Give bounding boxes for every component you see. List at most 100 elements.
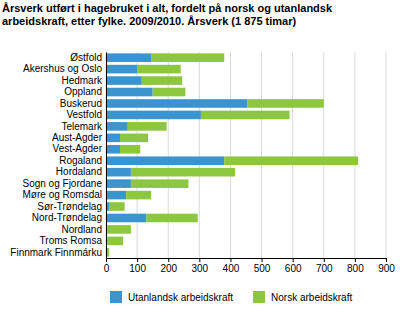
tick: Vestfold [66, 109, 106, 120]
bar [106, 179, 131, 188]
bar [201, 111, 290, 120]
tick: Troms Romsa [40, 235, 106, 246]
grid-line [106, 52, 107, 258]
tick-mark [262, 258, 263, 262]
tick: Akershus og Oslo [23, 63, 106, 74]
bar [131, 179, 189, 188]
bar [224, 156, 358, 165]
legend-swatch [110, 291, 122, 303]
plot: 0 100 200 300 400 500 600 700 800 900 ØstfoldAkers… [10, 52, 395, 274]
bar [126, 191, 151, 200]
bar [109, 202, 125, 211]
tick-mark [137, 258, 138, 262]
y-axis: ØstfoldAkershus og OsloHedmarkOpplandBus… [10, 52, 106, 259]
bar [108, 225, 131, 234]
x-axis: 0 100 200 300 400 500 600 700 800 900 [104, 258, 396, 274]
chart: Årsverk utført i hagebruket i alt, forde… [0, 0, 400, 320]
tick: 600 [285, 258, 302, 274]
legend-swatch [253, 291, 265, 303]
bar [248, 99, 324, 108]
bar [146, 214, 197, 223]
bar [153, 88, 186, 97]
tick: Hordaland [56, 166, 106, 177]
grid-line [261, 52, 262, 258]
bar [106, 76, 142, 85]
tick-mark [106, 258, 107, 262]
tick: Vest-Agder [53, 143, 106, 154]
category-label: Troms Romsa [40, 235, 103, 246]
bar [106, 122, 128, 131]
tick: 300 [191, 258, 208, 274]
grid [106, 52, 386, 258]
tick-label: 400 [223, 263, 240, 274]
tick: Sogn og Fjordane [22, 178, 106, 189]
tick: 400 [223, 258, 240, 274]
tick-label: 700 [316, 263, 333, 274]
tick-label: 800 [347, 263, 364, 274]
grid-line [292, 52, 293, 258]
bar [106, 214, 146, 223]
tick: 0 [104, 258, 110, 274]
category-label: Rogaland [59, 155, 102, 166]
category-label: Oppland [64, 86, 102, 97]
bar [106, 145, 120, 154]
tick: 800 [347, 258, 364, 274]
bar [108, 237, 124, 246]
bar [106, 111, 201, 120]
tick-label: 500 [254, 263, 271, 274]
tick: 500 [254, 258, 271, 274]
tick: 100 [129, 258, 146, 274]
tick: Sør-Trøndelag [37, 201, 106, 212]
bar [106, 191, 126, 200]
tick-label: 100 [129, 263, 146, 274]
tick: Finnmark Finnmárku [10, 247, 106, 258]
tick-mark [324, 258, 325, 262]
tick: Aust-Agder [52, 132, 106, 143]
tick: Buskerud [60, 98, 106, 109]
tick: Telemark [61, 121, 106, 132]
bar [106, 65, 137, 74]
category-label: Østfold [70, 52, 102, 63]
tick-label: 200 [160, 263, 177, 274]
tick: Møre og Romsdal [23, 189, 106, 200]
tick-mark [168, 258, 169, 262]
tick-mark [230, 258, 231, 262]
x-axis-line [107, 259, 387, 263]
tick-label: 300 [191, 263, 208, 274]
category-label: Finnmark Finnmárku [10, 247, 102, 258]
tick: 700 [316, 258, 333, 274]
grid-line [354, 52, 355, 258]
bar [106, 168, 131, 177]
category-label: Vestfold [66, 109, 102, 120]
tick-mark [355, 258, 356, 262]
bars [106, 53, 358, 256]
tick-label: 900 [378, 263, 395, 274]
tick: Oppland [64, 86, 106, 97]
bar [137, 65, 181, 74]
tick-mark [386, 258, 387, 262]
title: Årsverk utført i hagebruket i alt, forde… [2, 2, 333, 27]
tick-label: 0 [104, 263, 110, 274]
legend: Utanlandsk arbeidskraft Norsk arbeidskraf… [110, 291, 352, 303]
bar [120, 134, 148, 143]
legend-label: Utanlandsk arbeidskraft [128, 292, 233, 303]
category-label: Nord-Trøndelag [32, 212, 102, 223]
tick-label: 600 [285, 263, 302, 274]
tick: Østfold [70, 52, 106, 63]
category-label: Nordland [61, 224, 102, 235]
tick: 200 [160, 258, 177, 274]
bar [106, 88, 153, 97]
tick-mark [293, 258, 294, 262]
category-label: Sør-Trøndelag [37, 201, 102, 212]
category-label: Sogn og Fjordane [22, 178, 102, 189]
grid-line [386, 52, 387, 258]
category-label: Buskerud [60, 98, 102, 109]
category-label: Telemark [61, 121, 103, 132]
tick-mark [199, 258, 200, 262]
bar [106, 53, 151, 62]
bar [120, 145, 140, 154]
legend-label: Norsk arbeidskraft [271, 292, 352, 303]
category-label: Hordaland [56, 166, 102, 177]
category-label: Aust-Agder [52, 132, 103, 143]
y-axis-line [106, 53, 107, 259]
